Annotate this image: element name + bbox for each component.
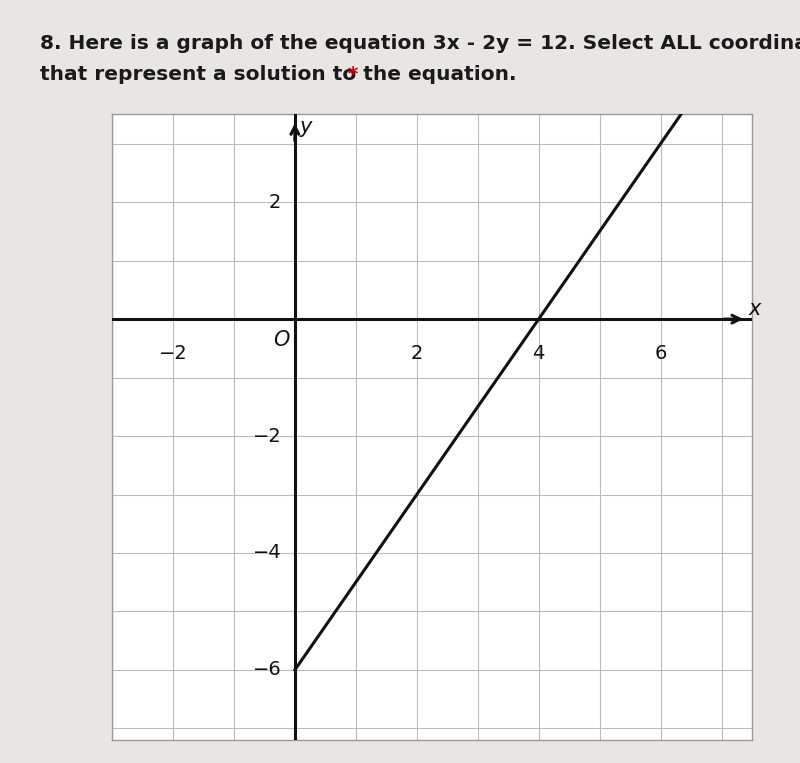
Text: x: x [749,298,762,319]
Text: 4: 4 [533,343,545,362]
Text: O: O [274,330,290,349]
Text: 6: 6 [654,343,666,362]
Text: −6: −6 [253,661,282,679]
Text: −2: −2 [158,343,187,362]
Text: −2: −2 [253,427,282,446]
Text: −4: −4 [253,543,282,562]
Text: 2: 2 [410,343,423,362]
Text: *: * [348,65,358,84]
Text: y: y [300,118,312,137]
Text: 2: 2 [269,193,282,211]
Text: 8. Here is a graph of the equation 3x - 2y = 12. Select ALL coordinate pairs: 8. Here is a graph of the equation 3x - … [40,34,800,53]
Text: that represent a solution to the equation.: that represent a solution to the equatio… [40,65,517,84]
